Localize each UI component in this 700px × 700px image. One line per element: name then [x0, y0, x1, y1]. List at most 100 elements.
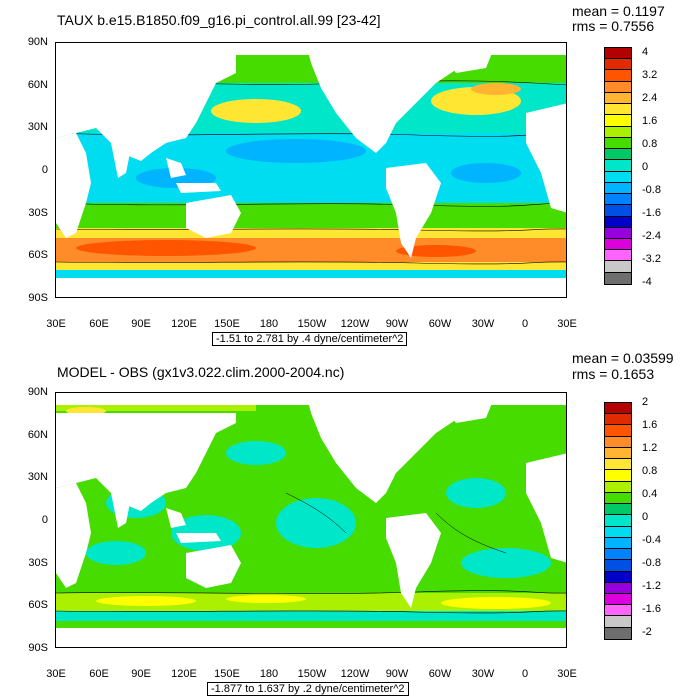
colorbar-label: -0.8 [642, 557, 661, 569]
lon-label: 60E [89, 668, 109, 680]
colorbar-label: -3.2 [642, 253, 661, 265]
taux-map [55, 42, 567, 298]
panel-taux: TAUX b.e15.B1850.f09_g16.pi_control.all.… [27, 3, 665, 346]
colorbar-label: 0.8 [642, 465, 658, 477]
mean-stat: mean = 0.03599 [572, 350, 674, 366]
lon-label: 90E [131, 318, 151, 330]
colorbar-swatch [605, 70, 631, 82]
colorbar-swatch [605, 593, 631, 606]
colorbar-swatch [605, 205, 631, 217]
panel-title: TAUX b.e15.B1850.f09_g16.pi_control.all.… [57, 12, 381, 28]
colorbar-label: 3.2 [642, 69, 658, 81]
colorbar-swatch [605, 104, 631, 116]
colorbar-swatch [605, 115, 631, 127]
colorbar-swatch [605, 470, 631, 482]
colorbar-swatch [605, 137, 631, 150]
panel-model-minus-obs: MODEL - OBS (gx1v3.022.clim.2000-2004.nc… [0, 350, 700, 700]
contour-range-info: -1.51 to 2.781 by .4 dyne/centimeter^2 [212, 332, 408, 346]
colorbar-swatch [605, 272, 631, 284]
colorbar-label: 2 [642, 396, 649, 408]
mean-stat: mean = 0.1197 [572, 3, 665, 19]
lon-label: 30E [557, 668, 577, 680]
colorbar-swatch [605, 92, 631, 105]
colorbar-swatch [605, 216, 631, 228]
colorbar-swatch [605, 549, 631, 561]
colorbar-swatch [605, 571, 631, 583]
lat-label: 0 [41, 164, 48, 176]
colorbar [604, 402, 632, 640]
colorbar-label: 0 [642, 511, 649, 523]
colorbar-swatch [605, 492, 631, 505]
lat-label: 90N [27, 36, 48, 48]
lon-label: 150E [214, 668, 240, 680]
diff-map [55, 392, 567, 648]
colorbar-swatch [605, 560, 631, 572]
colorbar-swatch [605, 582, 631, 594]
colorbar-label: 0.8 [642, 138, 658, 150]
lon-label: 0 [521, 318, 529, 330]
colorbar-swatch [605, 481, 631, 493]
colorbar-swatch [605, 459, 631, 471]
colorbar-label: -0.8 [642, 184, 661, 196]
contour-range-info: -1.877 to 1.637 by .2 dyne/centimeter^2 [207, 682, 409, 696]
colorbar-label: -1.6 [642, 207, 661, 219]
lon-label: 30E [557, 318, 577, 330]
colorbar-label: 1.2 [642, 442, 658, 454]
lon-label: 150W [297, 318, 327, 330]
colorbar-swatch [605, 149, 631, 161]
colorbar-swatch [605, 605, 631, 617]
lon-label: 60E [89, 318, 109, 330]
lat-label: 60N [27, 429, 48, 441]
colorbar-swatch [605, 171, 631, 183]
lat-label: 90N [27, 386, 48, 398]
colorbar-swatch [605, 250, 631, 262]
colorbar-swatch [605, 403, 631, 415]
colorbar-swatch [605, 227, 631, 239]
colorbar-label: 2.4 [642, 92, 658, 104]
colorbar-swatch [605, 504, 631, 516]
colorbar-label: 1.6 [642, 419, 658, 431]
lat-label: 30S [28, 207, 48, 219]
colorbar-swatch [605, 627, 631, 639]
lon-label: 120W [340, 318, 370, 330]
colorbar-label: -2.4 [642, 230, 661, 242]
lat-label: 90S [28, 642, 48, 654]
colorbar-swatch [605, 616, 631, 628]
lon-label: 120E [171, 318, 197, 330]
colorbar-swatch [605, 515, 631, 527]
colorbar-label: -1.6 [642, 603, 661, 615]
colorbar-swatch [605, 160, 631, 172]
lon-label: 60W [428, 318, 452, 330]
lat-label: 90S [28, 292, 48, 304]
lon-label: 60W [428, 668, 452, 680]
lat-label: 30S [28, 557, 48, 569]
lat-label: 30N [27, 471, 48, 483]
lon-label: 0 [521, 668, 529, 680]
lon-label: 150W [297, 668, 327, 680]
lat-label: 60N [27, 79, 48, 91]
lon-label: 30W [471, 668, 495, 680]
colorbar-swatch [605, 414, 631, 426]
panel-title: MODEL - OBS (gx1v3.022.clim.2000-2004.nc… [57, 364, 345, 380]
colorbar-swatch [605, 261, 631, 273]
lon-label: 180 [259, 318, 279, 330]
taux-map-svg [56, 43, 566, 297]
colorbar-swatch [605, 425, 631, 437]
lon-label: 90W [385, 668, 409, 680]
lon-label: 30W [471, 318, 495, 330]
colorbar-label: -0.4 [642, 534, 661, 546]
colorbar [604, 47, 632, 285]
colorbar-label: -4 [642, 276, 652, 288]
lat-label: 60S [28, 249, 48, 261]
colorbar-swatch [605, 526, 631, 538]
colorbar-swatch [605, 238, 631, 251]
colorbar-label: -2 [642, 626, 652, 638]
lon-label: 180 [259, 668, 279, 680]
colorbar-swatch [605, 447, 631, 460]
colorbar-label: 4 [642, 46, 649, 58]
colorbar-label: 0.4 [642, 488, 658, 500]
colorbar-label: -1.2 [642, 580, 661, 592]
lon-label: 30E [46, 318, 66, 330]
colorbar-swatch [605, 81, 631, 93]
colorbar-swatch [605, 436, 631, 448]
